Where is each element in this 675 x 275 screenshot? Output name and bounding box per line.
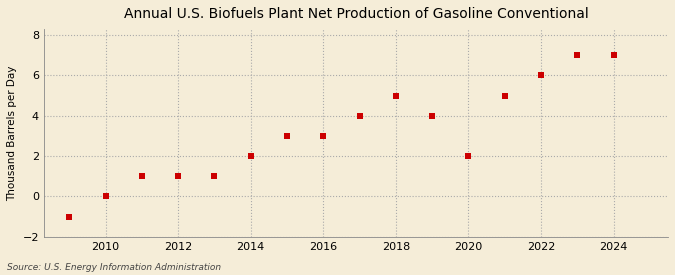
Text: Source: U.S. Energy Information Administration: Source: U.S. Energy Information Administ… — [7, 263, 221, 272]
Point — [100, 194, 111, 199]
Point — [390, 94, 401, 98]
Title: Annual U.S. Biofuels Plant Net Production of Gasoline Conventional: Annual U.S. Biofuels Plant Net Productio… — [124, 7, 589, 21]
Point — [281, 134, 292, 138]
Y-axis label: Thousand Barrels per Day: Thousand Barrels per Day — [7, 65, 17, 200]
Point — [173, 174, 184, 178]
Point — [572, 53, 583, 57]
Point — [500, 94, 510, 98]
Point — [136, 174, 147, 178]
Point — [209, 174, 220, 178]
Point — [318, 134, 329, 138]
Point — [536, 73, 547, 78]
Point — [427, 114, 437, 118]
Point — [608, 53, 619, 57]
Point — [354, 114, 365, 118]
Point — [64, 214, 75, 219]
Point — [463, 154, 474, 158]
Point — [245, 154, 256, 158]
